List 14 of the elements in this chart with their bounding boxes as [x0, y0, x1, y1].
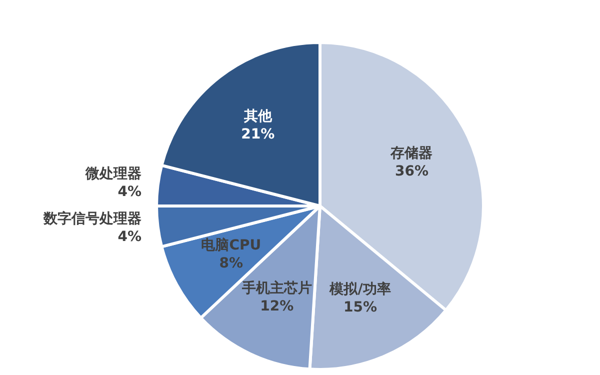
- data-label: 21%: [241, 126, 275, 143]
- data-label: 4%: [118, 184, 142, 200]
- slice-label: 模拟/功率: [328, 280, 391, 298]
- slice-label: 微处理器: [84, 166, 142, 182]
- data-label: 15%: [344, 300, 378, 316]
- slice-label: 数字信号处理器: [42, 210, 142, 228]
- data-label: 36%: [394, 163, 428, 180]
- slice-label: 其他: [242, 108, 273, 125]
- data-label: 4%: [118, 229, 142, 246]
- data-label: 8%: [219, 255, 244, 272]
- slice-label: 存储器: [390, 145, 433, 162]
- data-label: 12%: [260, 298, 294, 314]
- slice-label: 电脑CPU: [201, 236, 262, 254]
- slice-label: 手机主芯片: [240, 279, 312, 296]
